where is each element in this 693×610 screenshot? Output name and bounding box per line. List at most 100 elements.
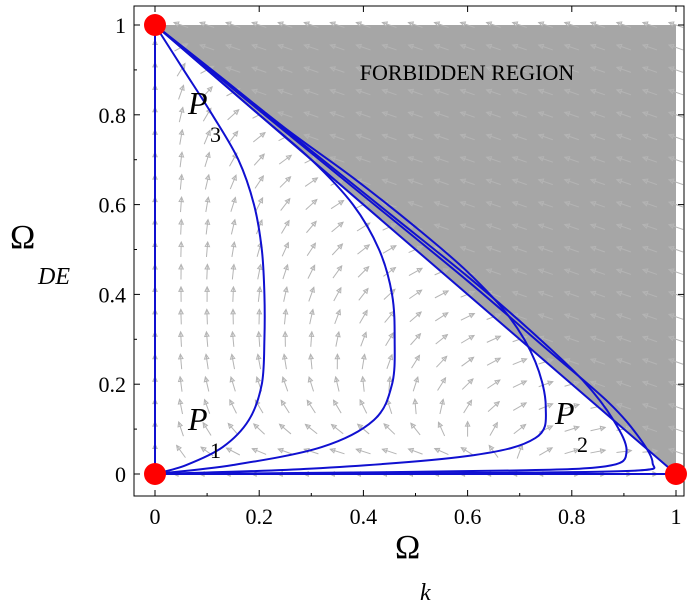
field-arrow-shaft	[642, 134, 658, 141]
field-arrow-shaft	[616, 403, 632, 410]
field-arrow-head	[277, 43, 284, 50]
field-arrow-head	[573, 403, 581, 409]
field-arrow-head	[329, 21, 336, 27]
field-arrow-shaft	[278, 111, 293, 118]
field-arrow-shaft	[590, 358, 606, 365]
field-arrow-head	[255, 353, 262, 360]
critical-point-label: P	[187, 85, 208, 121]
trajectory-t1	[154, 24, 266, 475]
field-arrow	[563, 200, 580, 208]
field-arrow-shaft	[308, 376, 315, 392]
field-arrow-head	[355, 133, 363, 140]
field-arrow-shaft	[204, 376, 210, 392]
field-arrow-head	[230, 308, 237, 315]
field-arrow-shaft	[434, 111, 449, 118]
field-arrow-shaft	[538, 224, 553, 230]
field-arrow	[204, 173, 211, 190]
field-arrow-shaft	[330, 66, 345, 73]
field-arrow-shaft	[460, 44, 475, 51]
field-arrow	[667, 290, 684, 298]
field-arrow-shaft	[642, 269, 658, 275]
field-arrow-shaft	[461, 378, 474, 390]
field-arrow-shaft	[305, 199, 318, 211]
field-arrow	[485, 111, 501, 118]
field-arrow	[383, 266, 397, 277]
field-arrow-head	[413, 375, 420, 383]
field-arrow	[252, 423, 265, 435]
trajectory-t3	[154, 24, 547, 475]
field-arrow	[329, 21, 345, 28]
field-arrow	[537, 111, 553, 118]
field-arrow-shaft	[434, 89, 449, 96]
field-arrow-head	[337, 199, 345, 206]
field-arrow	[460, 446, 475, 456]
field-arrow-shaft	[382, 44, 397, 51]
field-arrow	[485, 178, 501, 186]
field-arrow-head	[381, 178, 389, 185]
field-arrow-head	[485, 21, 493, 27]
field-arrow-head	[652, 448, 659, 455]
field-arrow-head	[537, 133, 545, 140]
field-arrow	[277, 66, 293, 73]
field-arrow-head	[485, 178, 493, 185]
field-arrow-shaft	[642, 403, 658, 410]
field-arrow-shaft	[538, 336, 553, 343]
field-arrow-head	[625, 425, 633, 432]
field-arrow	[563, 111, 580, 118]
field-arrow-shaft	[512, 313, 527, 320]
field-arrow-head	[563, 178, 571, 185]
field-arrow-shaft	[564, 291, 580, 298]
field-arrow	[278, 423, 292, 435]
field-arrow-head	[615, 111, 623, 117]
field-arrow	[563, 133, 580, 141]
field-arrow-shaft	[460, 22, 475, 28]
field-arrow-shaft	[668, 224, 684, 230]
field-arrow-head	[407, 88, 415, 95]
field-arrow-head	[615, 290, 623, 297]
field-arrow-shaft	[178, 421, 184, 437]
field-arrow-head	[615, 380, 623, 387]
field-arrow	[355, 447, 371, 455]
field-arrow	[667, 245, 684, 253]
field-arrow-head	[381, 43, 389, 50]
field-arrow	[305, 198, 318, 211]
field-arrow-shaft	[642, 179, 658, 186]
field-arrow-head	[667, 290, 675, 297]
field-arrow-head	[284, 197, 291, 205]
field-arrow-head	[589, 133, 597, 140]
field-arrow-head	[177, 330, 184, 337]
field-arrow	[667, 156, 684, 163]
field-arrow-head	[204, 218, 211, 225]
field-arrow	[615, 223, 632, 230]
field-arrow-shaft	[438, 422, 446, 437]
field-arrow	[230, 285, 237, 302]
field-arrow-head	[667, 66, 675, 72]
field-arrow-shaft	[230, 197, 236, 212]
field-arrow-shaft	[486, 224, 501, 230]
field-arrow	[407, 66, 423, 73]
field-arrow-shaft	[279, 423, 292, 435]
field-arrow-head	[563, 200, 571, 207]
field-arrow-shaft	[359, 310, 368, 324]
field-arrow-head	[205, 129, 211, 137]
field-arrow-shaft	[590, 111, 606, 118]
field-arrow-head	[251, 43, 258, 50]
field-arrow	[281, 241, 289, 257]
field-arrow	[486, 357, 502, 366]
field-arrow-shaft	[178, 107, 184, 123]
field-arrow	[461, 378, 474, 390]
field-arrow-shaft	[564, 134, 580, 141]
field-arrow-shaft	[486, 44, 501, 51]
field-arrow-shaft	[436, 355, 448, 368]
field-arrow	[615, 358, 632, 365]
field-arrow	[228, 130, 239, 144]
field-arrow	[667, 403, 684, 410]
field-arrow-head	[511, 223, 519, 230]
field-arrow	[615, 268, 632, 275]
field-arrow-shaft	[564, 156, 580, 163]
field-arrow-shaft	[356, 156, 371, 163]
field-arrow-head	[615, 66, 623, 72]
field-arrow	[435, 333, 449, 345]
field-arrow	[230, 196, 237, 212]
field-arrow-head	[232, 130, 239, 138]
